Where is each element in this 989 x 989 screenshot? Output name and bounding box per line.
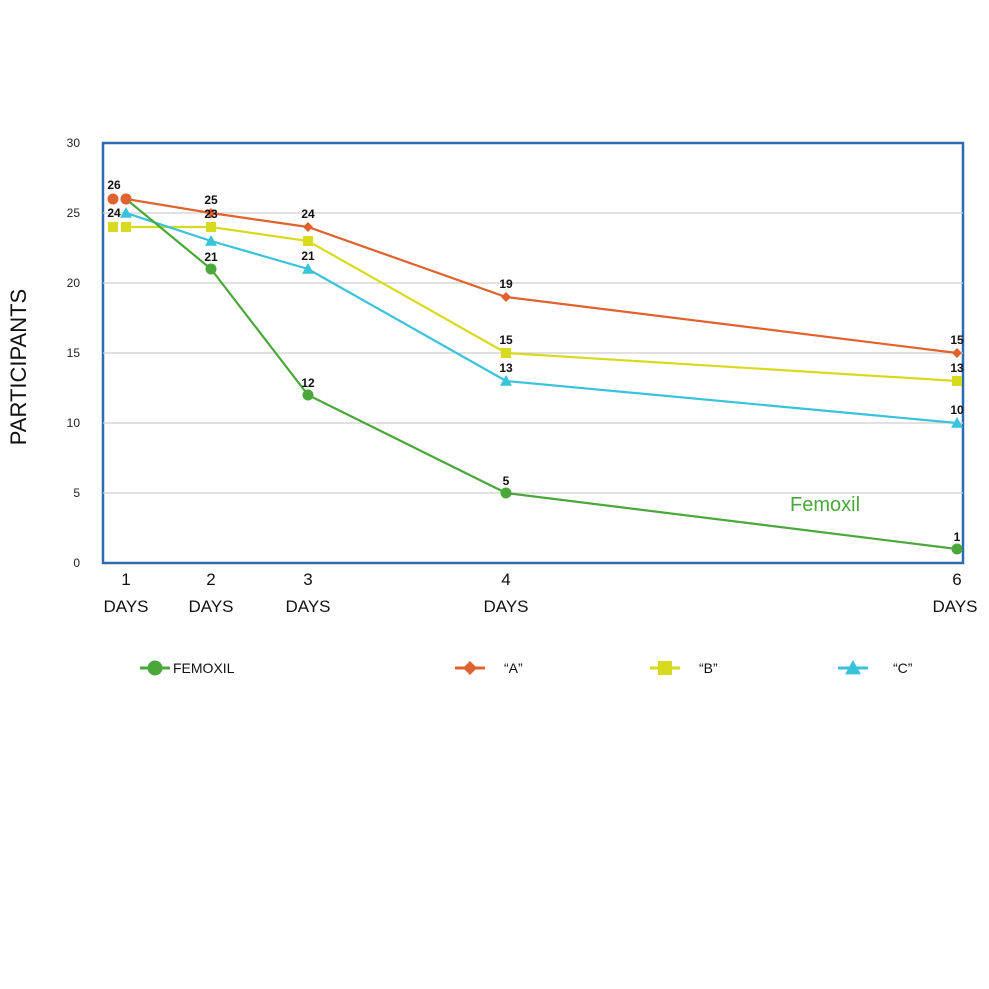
y-tick-label: 10 <box>67 416 81 430</box>
series-1 <box>121 194 962 358</box>
x-tick-number: 1 <box>121 570 130 589</box>
legend-item-3: “C” <box>838 660 913 676</box>
legend-marker <box>148 661 163 676</box>
data-label: 25 <box>204 193 218 207</box>
data-label: 26 <box>107 178 121 192</box>
x-tick-number: 4 <box>501 570 510 589</box>
legend-item-1: “A” <box>455 660 523 676</box>
y-axis-label: PARTICIPANTS <box>6 289 31 445</box>
x-tick-number: 6 <box>952 570 961 589</box>
data-point <box>121 194 132 205</box>
data-label: 24 <box>301 207 315 221</box>
data-label: 1 <box>954 530 961 544</box>
legend-label: “B” <box>699 660 718 676</box>
data-label: 21 <box>301 249 315 263</box>
legend-label: “A” <box>504 660 523 676</box>
gridlines <box>103 213 963 493</box>
legend-marker <box>658 661 672 675</box>
data-point <box>108 194 119 205</box>
legend-label: “C” <box>893 660 913 676</box>
data-label: 10 <box>950 403 964 417</box>
x-tick-number: 3 <box>303 570 312 589</box>
legend: FEMOXIL “A” “B” “C” <box>140 660 913 676</box>
legend-label: FEMOXIL <box>173 660 235 676</box>
y-tick-label: 15 <box>67 346 81 360</box>
x-tick-number: 2 <box>206 570 215 589</box>
x-tick-unit: DAYS <box>932 597 977 616</box>
data-label: 13 <box>950 361 964 375</box>
legend-item-0: FEMOXIL <box>140 660 235 676</box>
y-tick-label: 5 <box>73 486 80 500</box>
legend-item-2: “B” <box>650 660 718 676</box>
y-axis-ticks: 0 5 10 15 20 25 30 <box>67 136 81 570</box>
x-tick-unit: DAYS <box>285 597 330 616</box>
femoxil-annotation: Femoxil <box>790 494 860 516</box>
data-point <box>303 390 314 401</box>
y-tick-label: 20 <box>67 276 81 290</box>
data-label: 13 <box>499 361 513 375</box>
series-line <box>126 213 957 423</box>
data-labels-layer: 21 12 5 1 26 25 24 19 15 24 23 15 13 21 13 10 <box>107 178 964 544</box>
x-axis-ticks: 1 DAYS 2 DAYS 3 DAYS 4 DAYS 6 DAYS <box>103 570 977 616</box>
data-label: 19 <box>499 277 513 291</box>
data-point <box>501 292 511 302</box>
data-label: 24 <box>107 206 121 220</box>
data-point <box>303 222 313 232</box>
data-point <box>303 236 313 246</box>
data-point <box>108 222 118 232</box>
y-tick-label: 0 <box>73 556 80 570</box>
series-2 <box>121 222 962 386</box>
data-label: 15 <box>499 333 513 347</box>
data-label: 23 <box>204 207 218 221</box>
data-point <box>952 376 962 386</box>
series-line <box>126 227 957 381</box>
data-point <box>206 222 216 232</box>
data-label: 5 <box>503 474 510 488</box>
x-tick-unit: DAYS <box>483 597 528 616</box>
data-point <box>121 222 131 232</box>
data-point <box>501 488 512 499</box>
legend-marker <box>463 661 477 675</box>
x-tick-unit: DAYS <box>103 597 148 616</box>
data-label: 12 <box>301 376 315 390</box>
data-point <box>952 544 963 555</box>
data-point <box>952 348 962 358</box>
series-line <box>126 199 957 353</box>
series-3 <box>120 207 963 428</box>
data-label: 15 <box>950 333 964 347</box>
x-tick-unit: DAYS <box>188 597 233 616</box>
data-label: 21 <box>204 250 218 264</box>
data-point <box>206 264 217 275</box>
y-tick-label: 25 <box>67 206 81 220</box>
y-tick-label: 30 <box>67 136 81 150</box>
data-point <box>501 348 511 358</box>
